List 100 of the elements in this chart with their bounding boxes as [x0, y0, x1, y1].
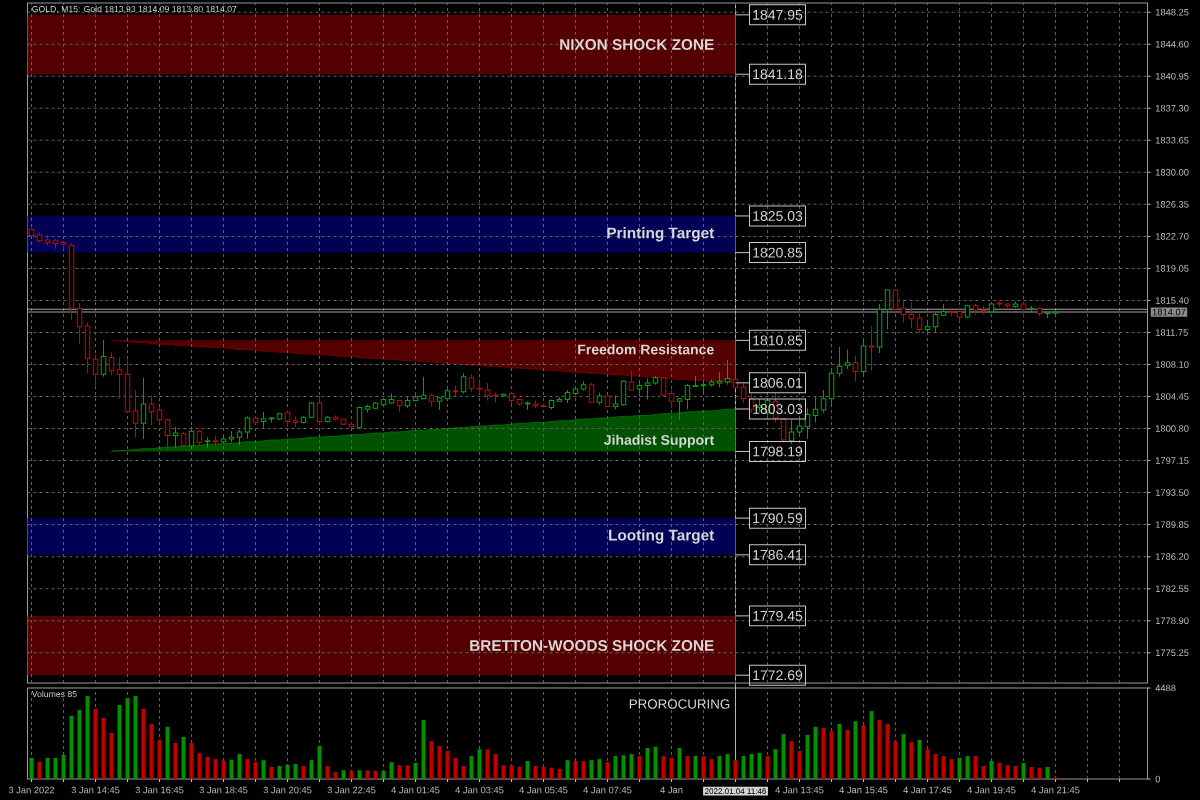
bar: [253, 762, 258, 779]
bar: [653, 746, 658, 779]
bar: [413, 762, 418, 779]
bar: [725, 754, 730, 779]
bar: [645, 747, 650, 779]
bar: [821, 728, 826, 779]
y-tick-label: 1782.55: [1155, 585, 1189, 592]
series-label: Jihadist Support: [604, 434, 715, 448]
annotation: 1798.19: [753, 446, 803, 457]
y-tick-label: 1786.20: [1155, 553, 1189, 560]
bar: [1021, 762, 1026, 779]
y-tick-label: 1819.05: [1155, 265, 1189, 272]
bar: [261, 760, 266, 779]
annotation: 1790.59: [753, 513, 803, 524]
bar: [429, 741, 434, 779]
bar: [997, 762, 1002, 779]
x-tick-label: 4 Jan 17:45: [903, 786, 952, 794]
bar: [85, 695, 90, 779]
candlestick: [428, 392, 435, 408]
bar: [461, 766, 466, 779]
bar: [541, 766, 546, 779]
bar: [1045, 767, 1050, 779]
bar: [661, 756, 666, 779]
x-tick-label: 4 Jan 03:45: [455, 786, 504, 794]
bar: [613, 756, 618, 779]
bar: [1013, 766, 1018, 779]
y-tick-label: 1815.40: [1155, 297, 1189, 304]
bar: [365, 770, 370, 779]
bar: [781, 734, 786, 779]
band-label: Looting Target: [609, 529, 715, 544]
bar: [829, 731, 834, 779]
bar: [869, 711, 874, 779]
bar: [669, 757, 674, 779]
bar: [733, 760, 738, 779]
bar: [133, 695, 138, 779]
bar: [317, 745, 322, 779]
candlestick: [868, 325, 875, 372]
y-tick-label: 4488: [1155, 684, 1176, 692]
x-tick-label: 3 Jan 18:45: [199, 786, 248, 794]
bar: [373, 770, 378, 779]
candlestick: [908, 301, 915, 330]
x-tick-label: 4 Jan: [660, 786, 683, 794]
candlestick: [132, 389, 139, 438]
annotation: 1806.01: [753, 377, 803, 388]
bar: [557, 769, 562, 779]
bar: [1029, 767, 1034, 779]
bar: [389, 762, 394, 779]
x-tick-label: 4 Jan 19:45: [967, 786, 1016, 794]
bar: [293, 764, 298, 779]
candlestick: [292, 415, 299, 428]
bar: [837, 723, 842, 779]
bar: [221, 760, 226, 779]
bar: [573, 760, 578, 779]
bar: [45, 757, 50, 779]
y-tick-label: 1833.65: [1155, 137, 1189, 144]
bar: [357, 770, 362, 779]
bar: [301, 766, 306, 779]
bar: [565, 760, 570, 779]
candlestick: [92, 354, 99, 387]
annotation: 1772.69: [753, 670, 803, 681]
bar: [965, 756, 970, 779]
y-tick-label: 1789.85: [1155, 521, 1189, 528]
y-tick-label: 1804.45: [1155, 393, 1189, 400]
bar: [285, 764, 290, 779]
bar: [453, 757, 458, 779]
bar: [29, 757, 34, 779]
y-tick-label: 1848.25: [1155, 8, 1189, 16]
bar: [845, 729, 850, 779]
y-tick-label: 1797.15: [1155, 457, 1189, 464]
bar: [925, 749, 930, 779]
annotation: 1779.45: [753, 610, 803, 621]
bar: [277, 766, 282, 779]
bar: [349, 770, 354, 779]
y-tick-label: 1830.00: [1155, 169, 1189, 176]
bar: [493, 754, 498, 779]
x-tick-label: 3 Jan 22:45: [327, 786, 376, 794]
bar: [517, 766, 522, 779]
bar: [509, 765, 514, 779]
bar: [1037, 767, 1042, 779]
bar: [757, 752, 762, 779]
bar: [901, 734, 906, 779]
bar: [685, 756, 690, 779]
bar: [157, 739, 162, 779]
candlestick: [68, 242, 75, 321]
x-tick-label: 4 Jan 05:45: [519, 786, 568, 794]
bar: [933, 754, 938, 779]
bar: [77, 710, 82, 779]
bar: [173, 742, 178, 779]
bar: [125, 698, 130, 779]
bar: [693, 755, 698, 779]
bar: [341, 770, 346, 779]
bar: [621, 755, 626, 779]
bar: [269, 766, 274, 779]
y-tick-label: 1775.25: [1155, 649, 1189, 657]
bar: [437, 745, 442, 779]
bar: [981, 766, 986, 779]
bar: [629, 754, 634, 779]
bar: [309, 760, 314, 779]
bar: [533, 766, 538, 779]
x-tick-label: 3 Jan 20:45: [263, 786, 312, 794]
